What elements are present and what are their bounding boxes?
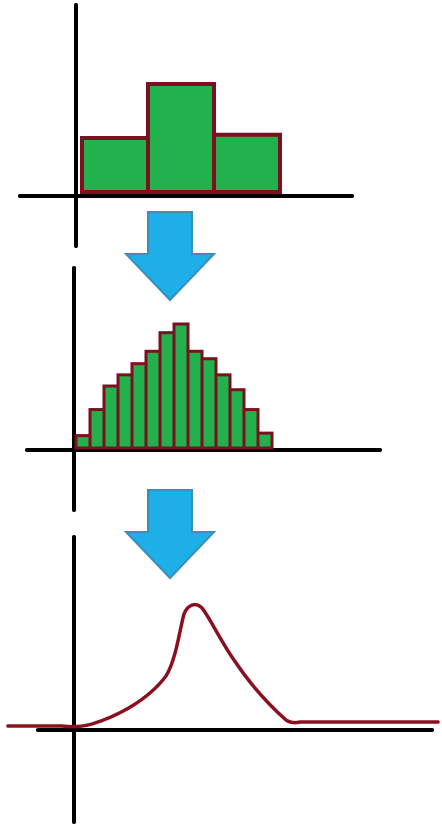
panel-smooth-curve bbox=[6, 535, 440, 824]
down-arrow-icon bbox=[123, 489, 217, 580]
down-arrow-icon bbox=[123, 211, 217, 302]
histogram-bar bbox=[146, 82, 216, 194]
histogram-bar bbox=[158, 331, 176, 450]
histogram-bar bbox=[80, 136, 150, 194]
histogram-bar bbox=[102, 384, 120, 450]
histogram-bar bbox=[172, 322, 190, 450]
panel-coarse-histogram bbox=[18, 3, 354, 248]
histogram-bar bbox=[130, 362, 148, 450]
histogram-bar bbox=[256, 431, 274, 450]
histogram-bar bbox=[186, 349, 204, 450]
histogram-bar bbox=[144, 349, 162, 450]
histogram-bar bbox=[74, 434, 92, 450]
panel-fine-histogram bbox=[25, 266, 382, 512]
histogram-bars bbox=[74, 322, 274, 450]
histogram-bar bbox=[242, 408, 260, 450]
histogram-bar bbox=[228, 388, 246, 450]
histogram-bar bbox=[214, 373, 232, 450]
histogram-bar bbox=[200, 357, 218, 450]
histogram-bar bbox=[88, 408, 106, 450]
histogram-bars bbox=[80, 82, 282, 194]
histogram-bar bbox=[212, 132, 282, 194]
density-curve bbox=[6, 602, 440, 729]
histogram-bar bbox=[116, 373, 134, 450]
